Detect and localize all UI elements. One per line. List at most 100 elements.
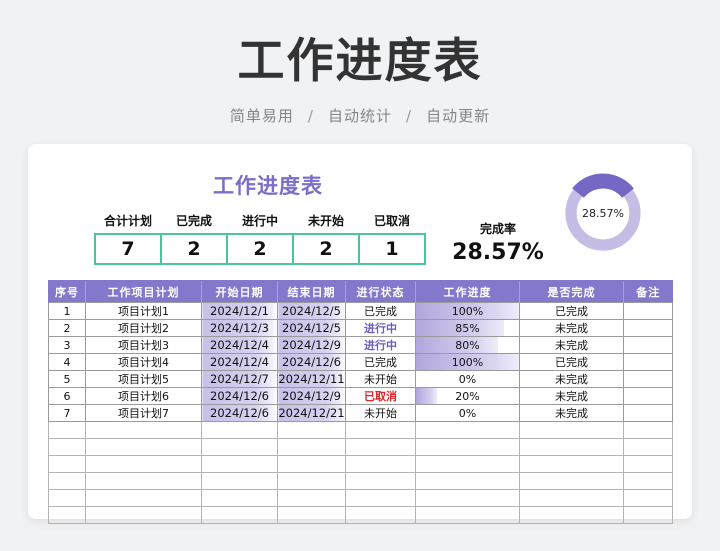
progress-bar (416, 337, 499, 353)
cell-status: 未开始 (345, 370, 416, 388)
table-row: 3 项目计划3 2024/12/4 2024/12/9 进行中 80% 未完成 (48, 336, 673, 354)
progress-bar (416, 388, 437, 404)
stat-value: 2 (160, 233, 228, 265)
subtitle-separator: / (307, 107, 314, 125)
cell-complete: 已完成 (519, 302, 624, 320)
progress-bar (416, 354, 519, 370)
progress-value: 85% (455, 321, 480, 335)
completion-rate: 完成率 28.57% (452, 220, 544, 265)
subtitle-item: 简单易用 (229, 107, 294, 125)
cell-end-date: 2024/12/5 (277, 302, 346, 320)
cell-complete: 未完成 (519, 404, 624, 422)
cell-note (623, 404, 673, 422)
stat-label: 进行中 (241, 214, 278, 228)
cell-end-date: 2024/12/21 (277, 404, 346, 422)
completion-rate-label: 完成率 (479, 222, 516, 236)
header-note: 备注 (623, 280, 673, 303)
cell-start-date: 2024/12/4 (201, 353, 278, 371)
cell-note (623, 370, 673, 388)
cell-start-date: 2024/12/6 (201, 387, 278, 405)
empty-table-row (48, 472, 673, 490)
progress-value: 20% (455, 389, 480, 403)
table-row: 1 项目计划1 2024/12/1 2024/12/5 已完成 100% 已完成 (48, 302, 673, 320)
header-complete: 是否完成 (519, 280, 624, 303)
empty-table-row (48, 438, 673, 456)
cell-project: 项目计划1 (85, 302, 202, 320)
cell-end-date: 2024/12/5 (277, 319, 346, 337)
progress-value: 0% (458, 372, 477, 386)
cell-no: 4 (48, 353, 86, 371)
table-body: 1 项目计划1 2024/12/1 2024/12/5 已完成 100% 已完成… (48, 302, 673, 524)
cell-no: 7 (48, 404, 86, 422)
progress-value: 0% (458, 406, 477, 420)
cell-status: 未开始 (345, 404, 416, 422)
header-status: 进行状态 (345, 280, 416, 303)
cell-progress: 20% (415, 387, 520, 405)
header-start-date: 开始日期 (201, 280, 278, 303)
subtitle-separator: / (406, 107, 413, 125)
stat-value: 1 (358, 233, 426, 265)
cell-project: 项目计划2 (85, 319, 202, 337)
cell-no: 6 (48, 387, 86, 405)
cell-end-date: 2024/12/6 (277, 353, 346, 371)
cell-project: 项目计划6 (85, 387, 202, 405)
cell-progress: 100% (415, 353, 520, 371)
progress-card: 工作进度表 合计计划 7 已完成 2 进行中 2 未开始 2 已取消 1 (28, 144, 692, 524)
cell-start-date: 2024/12/7 (201, 370, 278, 388)
empty-table-row (48, 489, 673, 507)
subtitle-item: 自动统计 (327, 107, 392, 125)
stat-value: 7 (94, 233, 162, 265)
cell-status: 已完成 (345, 353, 416, 371)
cell-status: 已完成 (345, 302, 416, 320)
cell-start-date: 2024/12/4 (201, 336, 278, 354)
cell-progress: 100% (415, 302, 520, 320)
progress-value: 100% (451, 355, 484, 369)
stat-label: 已取消 (373, 214, 410, 228)
stat-value: 2 (292, 233, 360, 265)
progress-bar (416, 320, 504, 336)
stat-label: 合计计划 (103, 214, 152, 228)
header-end-date: 结束日期 (277, 280, 346, 303)
stat-in-progress: 进行中 2 (226, 212, 294, 265)
stat-done: 已完成 2 (160, 212, 228, 265)
stat-not-started: 未开始 2 (292, 212, 360, 265)
cell-complete: 未完成 (519, 319, 624, 337)
empty-table-row (48, 506, 673, 524)
cell-no: 1 (48, 302, 86, 320)
table-row: 7 项目计划7 2024/12/6 2024/12/21 未开始 0% 未完成 (48, 404, 673, 422)
table-row: 4 项目计划4 2024/12/4 2024/12/6 已完成 100% 已完成 (48, 353, 673, 371)
progress-value: 100% (451, 304, 484, 318)
cell-progress: 0% (415, 404, 520, 422)
header-progress: 工作进度 (415, 280, 520, 303)
page-title: 工作进度表 (237, 34, 483, 89)
cell-project: 项目计划7 (85, 404, 202, 422)
table-row: 6 项目计划6 2024/12/6 2024/12/9 已取消 20% 未完成 (48, 387, 673, 405)
stat-label: 未开始 (307, 214, 344, 228)
donut-svg (563, 173, 643, 253)
empty-table-row (48, 421, 673, 439)
cell-start-date: 2024/12/6 (201, 404, 278, 422)
completion-rate-value: 28.57% (452, 240, 544, 265)
cell-no: 2 (48, 319, 86, 337)
cell-note (623, 336, 673, 354)
cell-progress: 85% (415, 319, 520, 337)
stats-group: 合计计划 7 已完成 2 进行中 2 未开始 2 已取消 1 (94, 212, 426, 265)
table-header: 序号 工作项目计划 开始日期 结束日期 进行状态 工作进度 是否完成 备注 (48, 280, 673, 303)
cell-status: 进行中 (345, 336, 416, 354)
cell-complete: 未完成 (519, 370, 624, 388)
completion-donut-chart: 28.57% (556, 166, 650, 260)
card-title: 工作进度表 (213, 174, 323, 198)
cell-note (623, 353, 673, 371)
table-row: 5 项目计划5 2024/12/7 2024/12/11 未开始 0% 未完成 (48, 370, 673, 388)
cell-project: 项目计划3 (85, 336, 202, 354)
cell-start-date: 2024/12/3 (201, 319, 278, 337)
subtitle-item: 自动更新 (426, 107, 491, 125)
cell-progress: 0% (415, 370, 520, 388)
stat-cancelled: 已取消 1 (358, 212, 426, 265)
cell-start-date: 2024/12/1 (201, 302, 278, 320)
cell-note (623, 387, 673, 405)
cell-end-date: 2024/12/11 (277, 370, 346, 388)
progress-table: 序号 工作项目计划 开始日期 结束日期 进行状态 工作进度 是否完成 备注 1 … (48, 280, 673, 524)
cell-note (623, 319, 673, 337)
empty-table-row (48, 455, 673, 473)
